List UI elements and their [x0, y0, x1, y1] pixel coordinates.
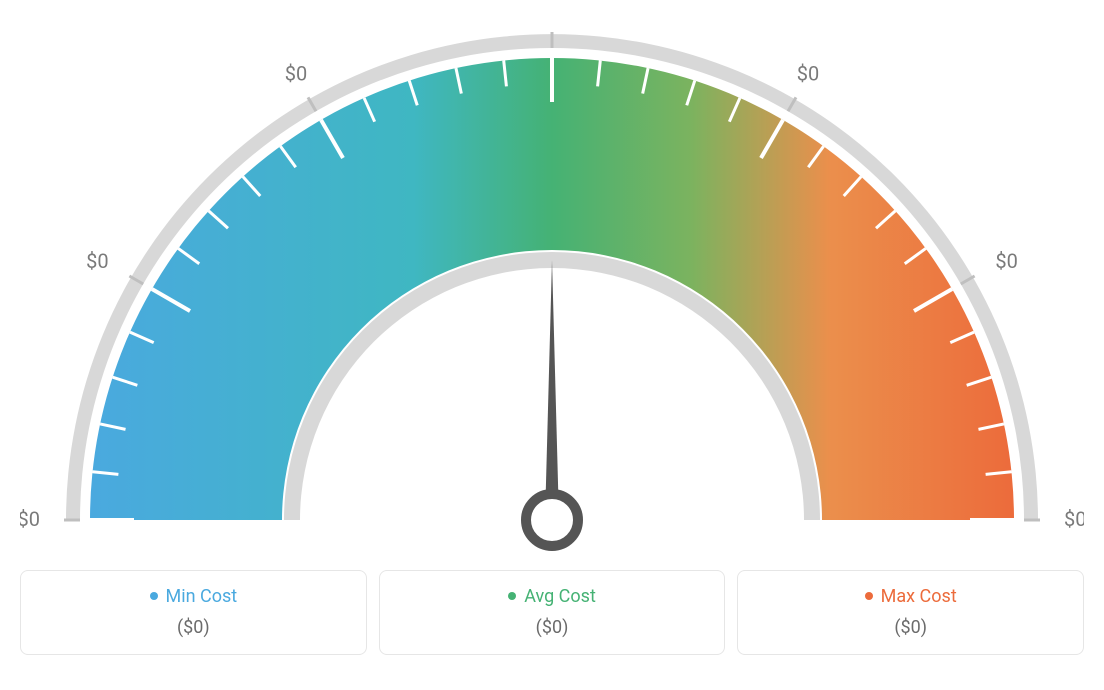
svg-text:$0: $0 [1064, 507, 1084, 531]
legend-label-max: Max Cost [881, 586, 957, 607]
svg-text:$0: $0 [797, 62, 819, 86]
svg-text:$0: $0 [285, 62, 307, 86]
legend-value-avg: ($0) [390, 617, 715, 638]
legend-title-avg: Avg Cost [508, 586, 596, 607]
legend-card-avg: Avg Cost ($0) [379, 570, 726, 655]
legend-dot-min [150, 592, 158, 600]
legend-label-avg: Avg Cost [524, 586, 596, 607]
gauge-svg: $0$0$0$0$0$0$0 [20, 20, 1084, 560]
legend-dot-avg [508, 592, 516, 600]
svg-text:$0: $0 [995, 249, 1017, 273]
legend-title-min: Min Cost [150, 586, 238, 607]
cost-gauge-widget: $0$0$0$0$0$0$0 Min Cost ($0) Avg Cost ($… [20, 20, 1084, 655]
legend-card-max: Max Cost ($0) [737, 570, 1084, 655]
legend-value-min: ($0) [31, 617, 356, 638]
gauge-chart: $0$0$0$0$0$0$0 [20, 20, 1084, 560]
legend-dot-max [865, 592, 873, 600]
svg-text:$0: $0 [86, 249, 108, 273]
legend-value-max: ($0) [748, 617, 1073, 638]
legend-title-max: Max Cost [865, 586, 957, 607]
legend-card-min: Min Cost ($0) [20, 570, 367, 655]
legend-row: Min Cost ($0) Avg Cost ($0) Max Cost ($0… [20, 570, 1084, 655]
svg-text:$0: $0 [20, 507, 40, 531]
legend-label-min: Min Cost [166, 586, 238, 607]
